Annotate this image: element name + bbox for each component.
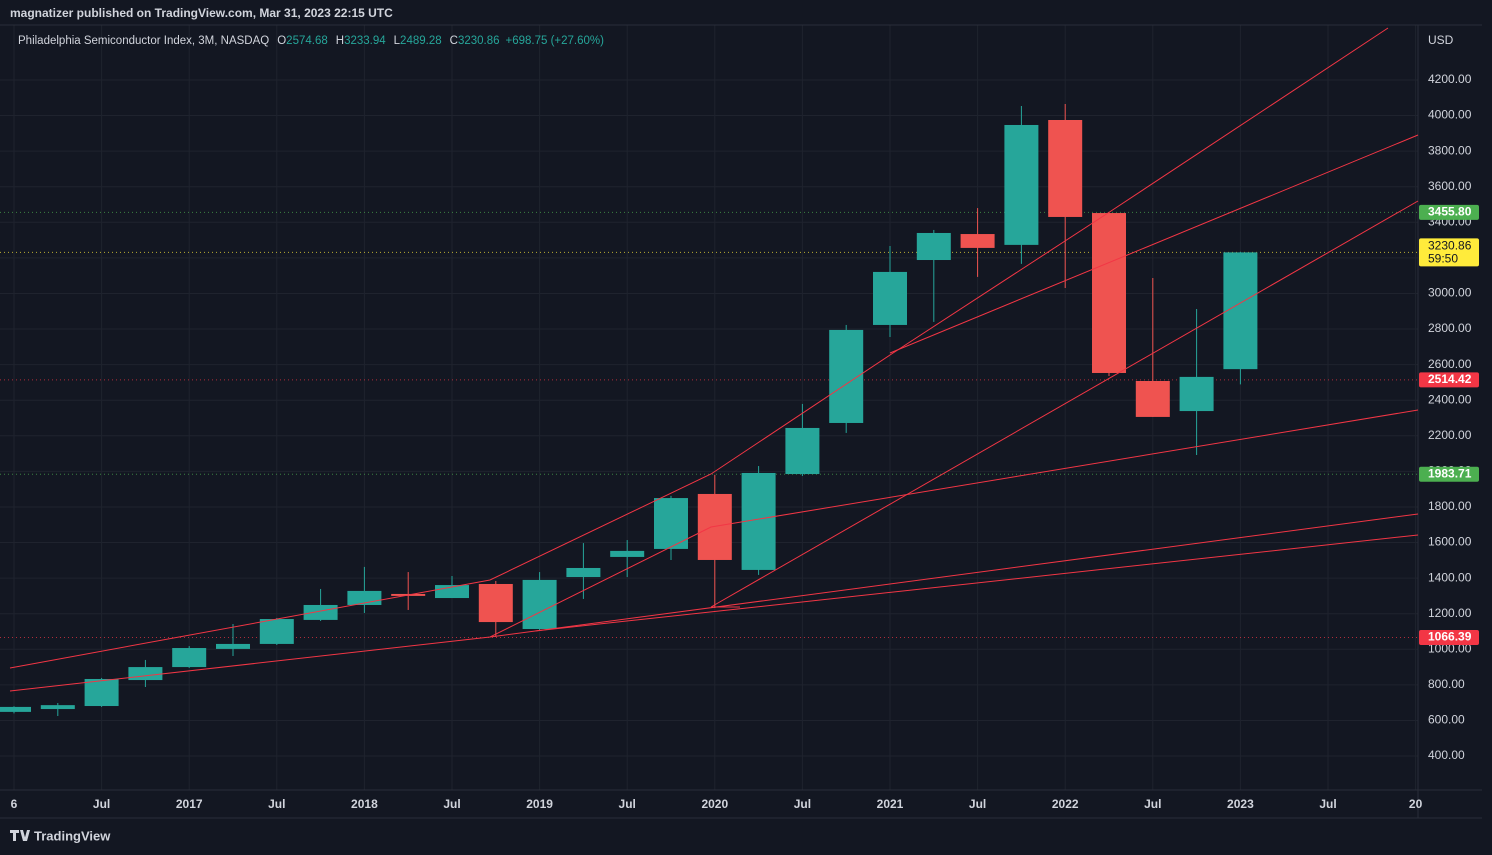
trendline: [9, 409, 1419, 692]
legend-text: Philadelphia Semiconductor Index, 3M, NA…: [18, 35, 604, 47]
ohlc-label: C: [450, 35, 458, 47]
y-tick-label: 1400.00: [1428, 570, 1472, 584]
ohlc-value: 3230.86: [458, 35, 500, 47]
candle-body: [654, 498, 688, 549]
candle-body: [610, 550, 645, 557]
x-tick-label: 2021: [877, 797, 904, 811]
y-tick-label: 800.00: [1428, 677, 1465, 691]
x-tick-label: 2023: [1227, 797, 1254, 811]
price-tag-label: 2514.42: [1428, 372, 1472, 386]
candle-body: [84, 678, 119, 707]
x-tick-label: 2020: [701, 797, 728, 811]
candle-body: [566, 567, 601, 578]
y-tick-label: 2600.00: [1428, 357, 1472, 371]
y-tick-label: 2800.00: [1428, 321, 1472, 335]
candle-body: [128, 667, 163, 681]
brand-logo: TradingView: [10, 828, 111, 843]
candle-body: [785, 427, 820, 475]
candle-body: [1048, 120, 1083, 217]
ohlc-label: H: [336, 35, 344, 47]
trendlines: [9, 27, 1419, 692]
y-tick-label: 3600.00: [1428, 179, 1472, 193]
candle-body: [522, 579, 557, 629]
trendline: [710, 200, 1419, 608]
candle-body: [40, 705, 75, 710]
x-tick-label: Jul: [969, 797, 986, 811]
candle-body: [259, 619, 294, 644]
candle-body: [1004, 124, 1039, 245]
candle-body: [873, 271, 907, 325]
x-tick-label: 2019: [526, 797, 553, 811]
brand: TradingView: [34, 828, 111, 843]
ohlc-value: 2574.68: [286, 35, 328, 47]
price-tag: [1419, 629, 1479, 645]
x-tick-label: 20: [1409, 797, 1423, 811]
price-tag: [1419, 466, 1479, 482]
x-tick-label: Jul: [1144, 797, 1161, 811]
price-tag: [1419, 238, 1479, 267]
candle-body: [916, 232, 951, 261]
trendline: [9, 27, 1389, 669]
y-tick-label: 2400.00: [1428, 392, 1472, 406]
ohlc-label: O: [277, 35, 286, 47]
plot-area: [0, 25, 1418, 790]
ohlc-label: L: [394, 35, 401, 47]
trendline: [534, 534, 1419, 632]
y-tick-label: 1800.00: [1428, 499, 1472, 513]
candle-body: [216, 643, 250, 649]
ohlc-value: 2489.28: [400, 35, 442, 47]
price-tag-label: 3455.80: [1428, 205, 1472, 219]
y-tick-label: 400.00: [1428, 748, 1465, 762]
candle-body: [172, 648, 207, 668]
trendline: [889, 134, 1419, 354]
x-tick-label: Jul: [1319, 797, 1336, 811]
price-tag-label: 1983.71: [1428, 466, 1472, 480]
y-tick-label: 4200.00: [1428, 72, 1472, 86]
y-tick-label: 1200.00: [1428, 606, 1472, 620]
change: +698.75 (+27.60%): [506, 35, 605, 47]
x-tick-label: Jul: [619, 797, 636, 811]
trendline: [489, 513, 1419, 638]
legend: Philadelphia Semiconductor Index, 3M, NA…: [18, 35, 604, 47]
countdown: 59:50: [1428, 252, 1458, 266]
x-tick-label: Jul: [443, 797, 460, 811]
symbol: Philadelphia Semiconductor Index, 3M, NA…: [18, 35, 269, 47]
y-tick-label: 4000.00: [1428, 108, 1472, 122]
candle-body: [1223, 252, 1258, 370]
candle-body: [303, 604, 338, 620]
currency: USD: [1428, 33, 1454, 47]
price-tag: [1419, 204, 1479, 220]
y-tick-label: 1600.00: [1428, 535, 1472, 549]
candle-body: [1135, 380, 1170, 417]
x-tick-label: 6: [11, 797, 18, 811]
candle-body: [478, 583, 513, 623]
x-tick-label: 2022: [1052, 797, 1079, 811]
price-tag-label: 1066.39: [1428, 630, 1472, 644]
candle-body: [1092, 213, 1126, 373]
publisher: magnatizer published on TradingView.com,…: [10, 6, 393, 20]
x-tick-label: 2018: [351, 797, 378, 811]
logo-icon: [10, 830, 30, 841]
y-tick-label: 3000.00: [1428, 286, 1472, 300]
y-tick-label: 600.00: [1428, 713, 1465, 727]
x-tick-label: Jul: [93, 797, 110, 811]
ohlc-value: 3233.94: [344, 35, 386, 47]
x-tick-label: Jul: [794, 797, 811, 811]
x-tick-label: 2017: [176, 797, 203, 811]
price-tag: [1419, 372, 1479, 388]
candle-body: [0, 706, 31, 712]
candle-body: [960, 234, 995, 248]
candle-body: [1179, 376, 1214, 412]
price-tag-label: 3230.86: [1428, 239, 1472, 253]
y-tick-label: 3800.00: [1428, 143, 1472, 157]
candle-body: [697, 493, 732, 560]
y-tick-label: 2200.00: [1428, 428, 1472, 442]
x-tick-label: Jul: [268, 797, 285, 811]
